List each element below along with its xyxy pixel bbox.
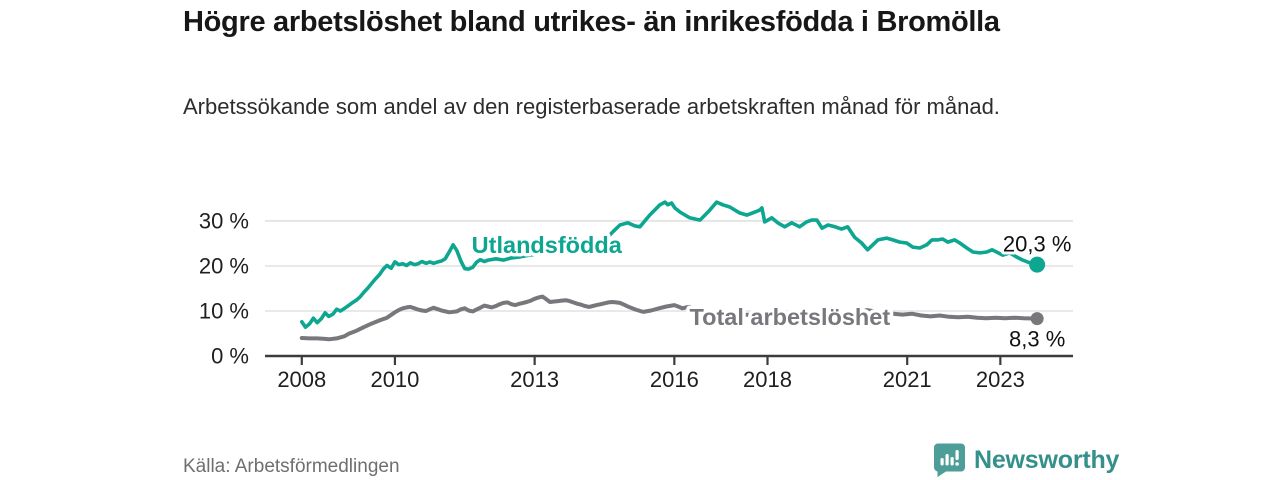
end-dot-utlandsfodda bbox=[1029, 256, 1046, 273]
x-tick-label-2021: 2021 bbox=[883, 367, 932, 392]
series-label-utlandsfodda: Utlandsfödda bbox=[472, 232, 623, 258]
x-tick-label-2013: 2013 bbox=[510, 367, 559, 392]
x-tick-label-2018: 2018 bbox=[743, 367, 792, 392]
series-label-total-arbetsloshet: Total arbetslöshet bbox=[690, 304, 891, 330]
source-credit: Källa: Arbetsförmedlingen bbox=[183, 456, 400, 477]
end-value-label-utlandsfodda: 20,3 % bbox=[1003, 232, 1072, 257]
y-tick-label-0: 0 % bbox=[211, 344, 249, 369]
y-tick-label-30: 30 % bbox=[199, 208, 249, 233]
chart-subtitle: Arbetssökande som andel av den registerb… bbox=[183, 94, 1000, 119]
x-tick-label-2023: 2023 bbox=[976, 367, 1025, 392]
end-value-label-total-arbetsloshet: 8,3 % bbox=[1009, 327, 1065, 352]
y-tick-label-10: 10 % bbox=[199, 298, 249, 323]
newsworthy-brand-text: Newsworthy bbox=[974, 445, 1120, 474]
line-utlandsfodda bbox=[299, 200, 1039, 330]
x-tick-label-2008: 2008 bbox=[277, 367, 326, 392]
newsworthy-brand: Newsworthy bbox=[933, 443, 1119, 477]
x-tick-label-2016: 2016 bbox=[650, 367, 699, 392]
end-dot-total-arbetsloshet bbox=[1030, 312, 1044, 326]
newsworthy-logo-icon bbox=[934, 443, 965, 477]
y-tick-label-20: 20 % bbox=[199, 253, 249, 278]
chart-title: Högre arbetslöshet bland utrikes- än inr… bbox=[183, 6, 1000, 38]
x-tick-label-2010: 2010 bbox=[370, 367, 419, 392]
line-total-arbetsloshet bbox=[299, 294, 1040, 342]
